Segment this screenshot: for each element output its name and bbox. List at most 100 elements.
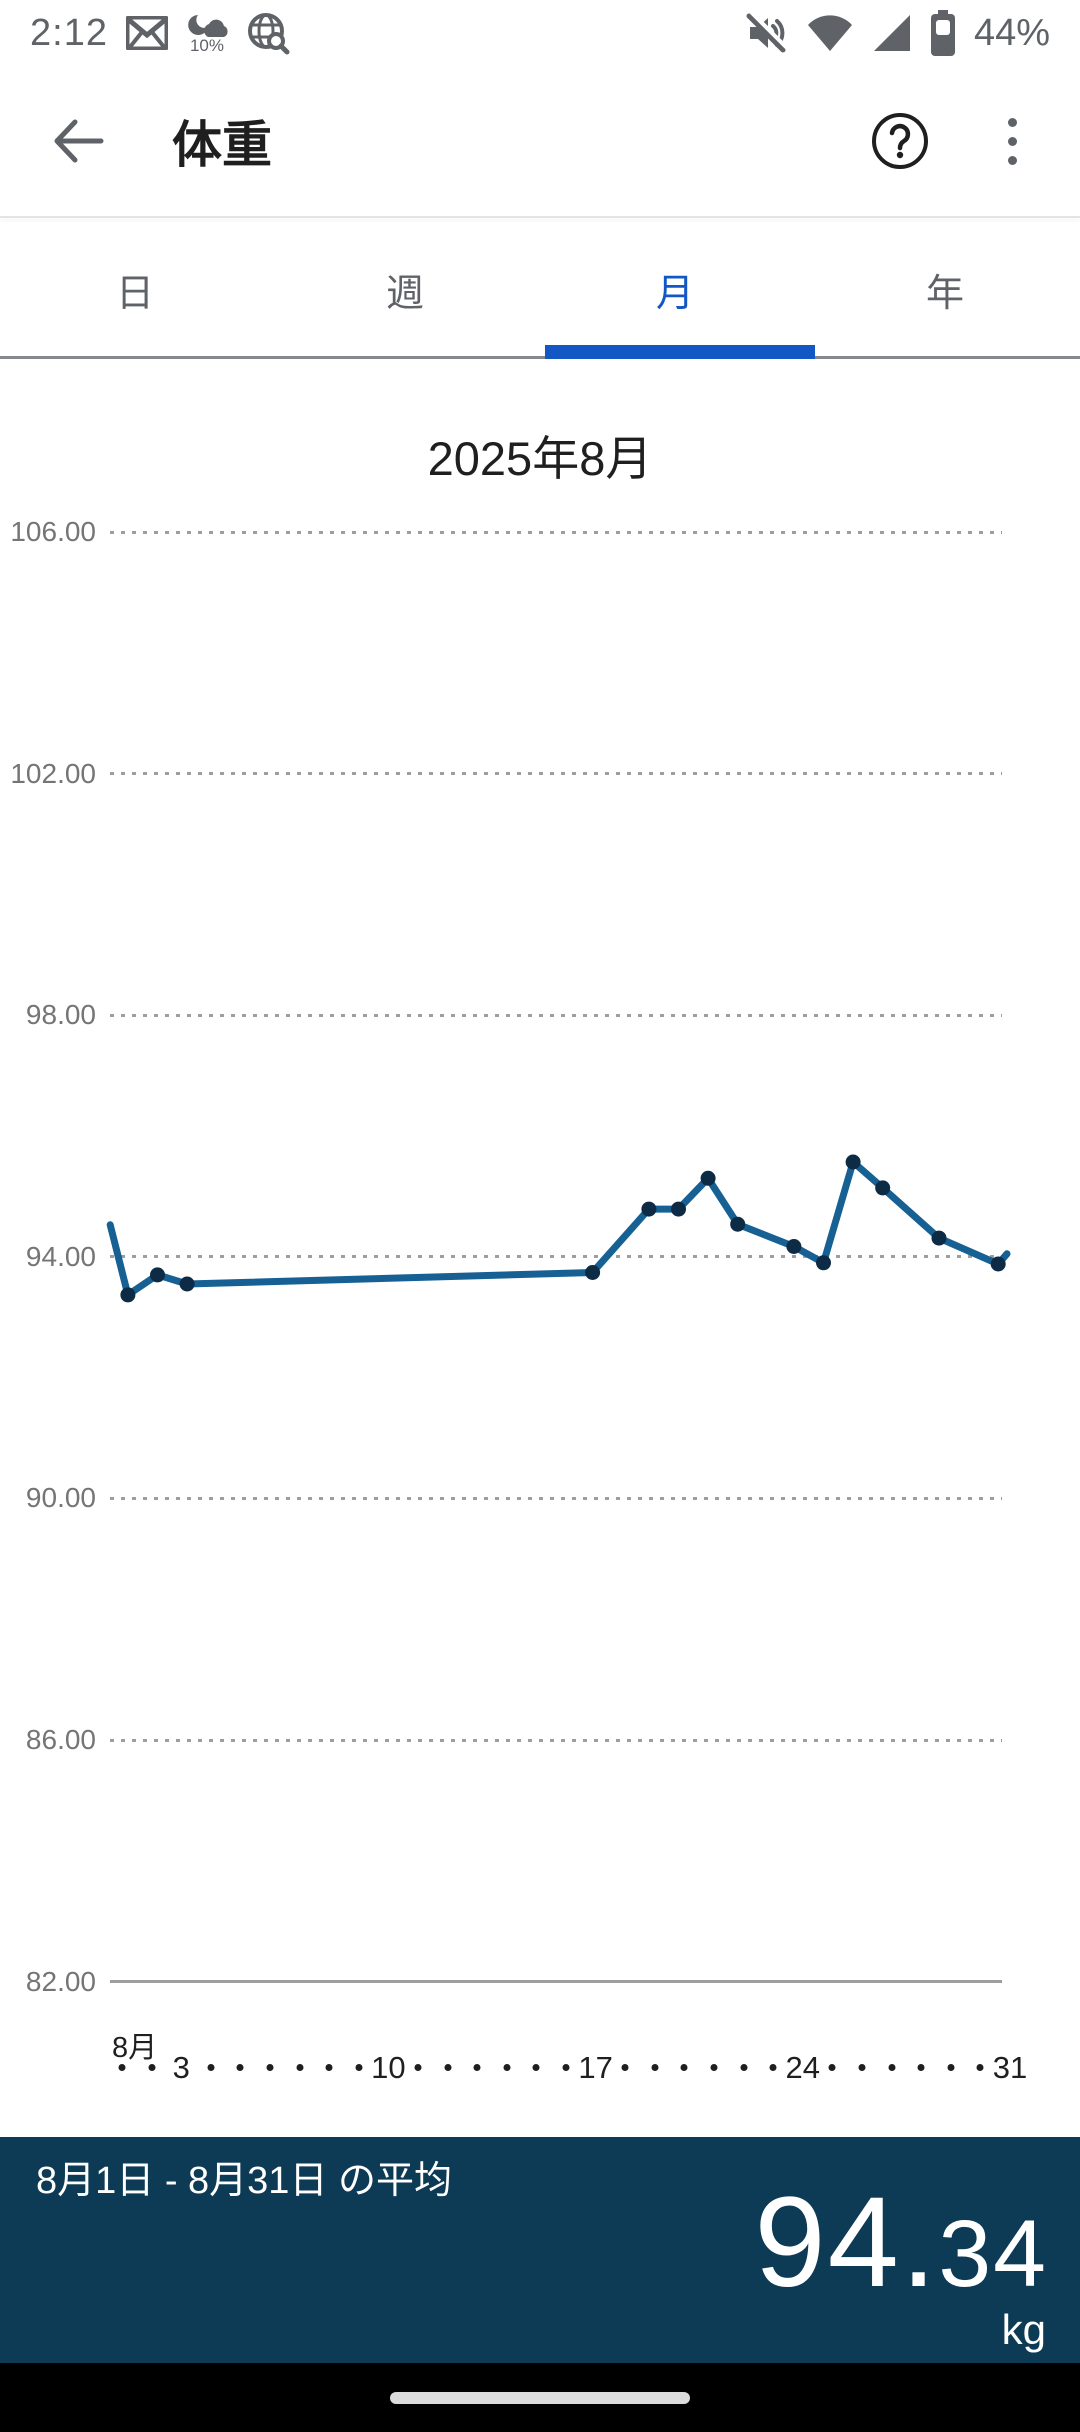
x-tick-label: 10	[371, 2050, 406, 2085]
data-point-marker[interactable]	[816, 1255, 831, 1271]
x-tick-dot	[503, 2064, 511, 2071]
gridline-90	[110, 1496, 1002, 1500]
gridline-86	[110, 1738, 1002, 1742]
x-tick-dot	[828, 2064, 836, 2071]
y-tick-label: 106.00	[10, 516, 96, 547]
gridline-102	[110, 772, 1002, 776]
data-point-marker[interactable]	[641, 1201, 657, 1217]
data-point-marker[interactable]	[786, 1239, 802, 1254]
x-tick-dot	[355, 2064, 363, 2071]
gridline-82	[110, 1980, 1002, 1984]
data-point-marker[interactable]	[875, 1180, 891, 1196]
weather-moon-cloud-icon	[188, 14, 228, 37]
mail-icon	[125, 16, 168, 50]
x-tick-dot	[917, 2064, 925, 2071]
arrow-left-icon	[54, 119, 104, 163]
data-point-marker[interactable]	[990, 1256, 1006, 1272]
app-bar: 体重	[0, 66, 1080, 216]
average-unit: kg	[1001, 2306, 1046, 2353]
page-title: 体重	[172, 117, 272, 173]
overflow-dot-icon	[1007, 117, 1017, 127]
overflow-menu-button[interactable]	[988, 111, 1036, 171]
average-value: 94. 34	[754, 2179, 1048, 2307]
tab-year[interactable]: 年	[925, 272, 964, 315]
data-point-marker[interactable]	[150, 1267, 165, 1283]
cell-signal-icon	[873, 15, 910, 51]
x-tick-dot	[118, 2064, 126, 2071]
question-circle-icon	[872, 113, 928, 169]
app-bar-divider	[0, 216, 1080, 218]
x-tick-dot	[680, 2064, 688, 2071]
data-point-marker[interactable]	[730, 1216, 746, 1232]
battery-percent: 44%	[973, 11, 1050, 54]
precipitation-percent: 10%	[189, 35, 224, 55]
y-tick-label: 98.00	[25, 999, 96, 1031]
y-tick-label: 82.00	[25, 1965, 96, 1997]
x-tick-dot	[562, 2064, 570, 2071]
x-axis-month-label: 8月	[112, 2032, 158, 2064]
weight-series-line	[106, 1158, 1011, 1299]
x-tick-dot	[236, 2064, 244, 2071]
data-point-marker[interactable]	[845, 1154, 861, 1170]
clock: 2:12	[30, 11, 108, 54]
data-point-marker[interactable]	[585, 1265, 601, 1280]
x-tick-dot	[296, 2064, 304, 2071]
gesture-handle[interactable]	[390, 2392, 690, 2404]
help-button[interactable]	[870, 111, 930, 171]
average-summary-panel: 8月1日 - 8月31日 の平均 94. 34 kg	[0, 2137, 1080, 2363]
data-point-marker[interactable]	[671, 1201, 686, 1217]
tab-day[interactable]: 日	[115, 272, 154, 315]
x-tick-dot	[710, 2064, 718, 2071]
x-tick-dot	[651, 2064, 659, 2071]
x-tick-dot	[148, 2064, 156, 2071]
weight-line-chart[interactable]	[0, 0, 1080, 2137]
data-point-marker[interactable]	[179, 1276, 195, 1292]
average-value-minor: 34	[938, 2201, 1048, 2307]
x-tick-dot	[740, 2064, 748, 2071]
battery-icon	[930, 10, 955, 56]
gridline-106	[110, 530, 1002, 534]
period-tab-bar: 日 週 月 年	[0, 222, 1080, 359]
x-tick-dot	[947, 2064, 955, 2071]
x-tick-dot	[621, 2064, 629, 2071]
overflow-dot-icon	[1007, 136, 1017, 146]
wifi-icon	[807, 15, 852, 51]
tab-week[interactable]: 週	[385, 272, 424, 315]
data-point-marker[interactable]	[120, 1287, 136, 1303]
average-range-label: 8月1日 - 8月31日 の平均	[36, 2160, 452, 2202]
status-left-group: 2:12 10%	[30, 11, 290, 55]
status-right-group: 44%	[744, 10, 1050, 56]
x-tick-dot	[976, 2064, 984, 2071]
x-tick-dot	[888, 2064, 896, 2071]
x-tick-label: 17	[578, 2050, 613, 2085]
weather-widget: 10%	[186, 13, 228, 54]
y-tick-label: 94.00	[25, 1240, 96, 1272]
active-tab-indicator	[545, 345, 815, 359]
x-tick-dot	[444, 2064, 452, 2071]
chart-title: 2025年8月	[427, 432, 653, 485]
gridline-98	[110, 1013, 1002, 1017]
back-button[interactable]	[48, 111, 108, 171]
status-bar: 2:12 10%	[0, 0, 1080, 66]
x-tick-dot	[325, 2064, 333, 2071]
x-tick-label: 3	[172, 2050, 190, 2085]
x-tick-dot	[858, 2064, 866, 2071]
x-tick-dot	[266, 2064, 274, 2071]
x-tick-dot	[769, 2064, 777, 2071]
y-tick-label: 90.00	[25, 1482, 96, 1514]
y-tick-label: 102.00	[10, 757, 96, 789]
overflow-dot-icon	[1007, 155, 1017, 165]
gridline-94	[110, 1255, 1002, 1259]
x-tick-dot	[532, 2064, 540, 2071]
x-tick-dot	[473, 2064, 481, 2071]
gesture-nav-bar	[0, 2363, 1080, 2432]
volume-off-icon	[746, 11, 788, 53]
x-tick-dot	[414, 2064, 422, 2071]
data-point-marker[interactable]	[931, 1230, 947, 1246]
data-point-marker[interactable]	[700, 1170, 716, 1186]
x-tick-label: 31	[992, 2050, 1028, 2085]
globe-search-icon	[247, 13, 290, 55]
y-tick-label: 86.00	[25, 1724, 96, 1755]
tab-month[interactable]: 月	[655, 272, 694, 315]
